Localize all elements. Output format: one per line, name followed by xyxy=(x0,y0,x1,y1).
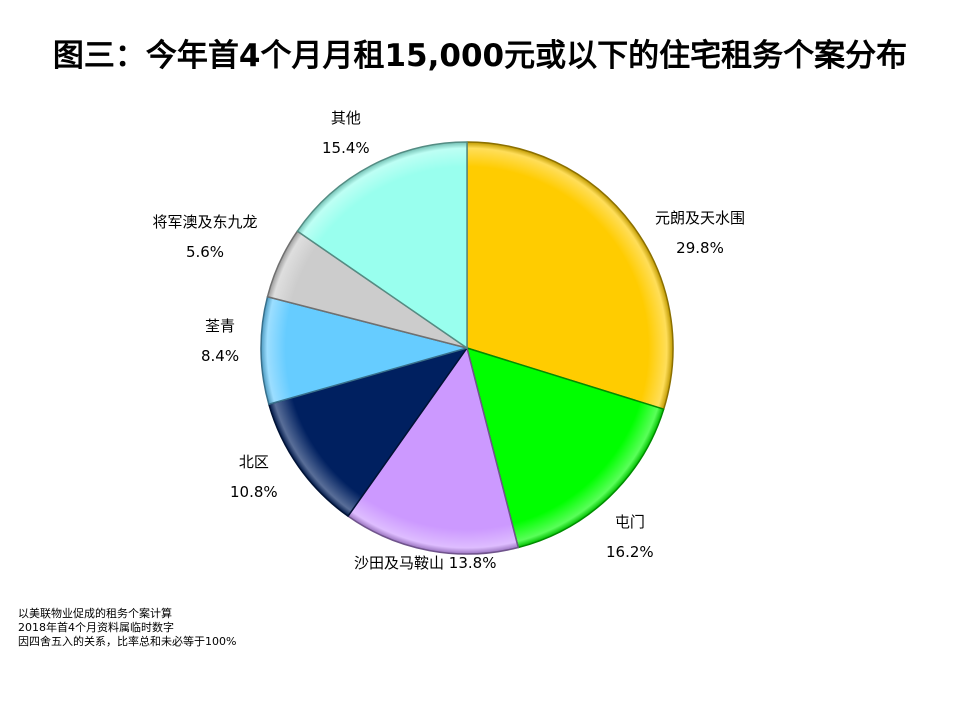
slice-label-name: 元朗及天水围 xyxy=(655,209,746,227)
pie-slice xyxy=(466,347,665,549)
pie-slice xyxy=(296,141,468,349)
data-label: 10.8% xyxy=(230,483,278,501)
slice-label-name: 北区 xyxy=(238,453,269,471)
slice-label-name: 将军澳及东九龙 xyxy=(152,213,258,231)
slice-label: 其他 15.4% xyxy=(322,103,370,163)
data-label: 13.8% xyxy=(448,554,497,572)
footnotes: 以美联物业促成的租务个案计算 2018年首4个月资料属临时数字 因四舍五入的关系… xyxy=(18,607,236,649)
slice-label: 荃青 8.4% xyxy=(201,311,239,371)
pie-slice xyxy=(466,141,674,410)
data-label: 15.4% xyxy=(322,139,370,157)
data-label: 5.6% xyxy=(185,243,225,261)
slice-label-name: 荃青 xyxy=(205,317,236,335)
footnote: 因四舍五入的关系，比率总和未必等于100% xyxy=(18,635,237,648)
slice-label: 沙田及马鞍山 13.8% xyxy=(354,548,496,578)
pie-slice xyxy=(268,347,468,517)
slice-label: 屯门 16.2% xyxy=(606,507,654,567)
chart-title: 图三：今年首4个月月租15,000元或以下的住宅租务个案分布 xyxy=(52,38,908,74)
slice-label: 元朗及天水围 29.8% xyxy=(655,203,745,263)
footnote: 以美联物业促成的租务个案计算 xyxy=(18,607,172,620)
footnote: 2018年首4个月资料属临时数字 xyxy=(18,621,174,634)
slice-label: 北区 10.8% xyxy=(230,447,278,507)
data-label: 16.2% xyxy=(606,543,654,561)
slice-label-name: 屯门 xyxy=(614,513,645,531)
data-label: 29.8% xyxy=(676,239,724,257)
pie-slice xyxy=(260,296,468,405)
pie-slice xyxy=(347,347,519,555)
slice-label: 将军澳及东九龙 5.6% xyxy=(153,207,258,267)
slice-label-name: 其他 xyxy=(330,109,361,127)
slice-label-name: 沙田及马鞍山 xyxy=(354,554,445,572)
data-label: 8.4% xyxy=(201,347,240,365)
